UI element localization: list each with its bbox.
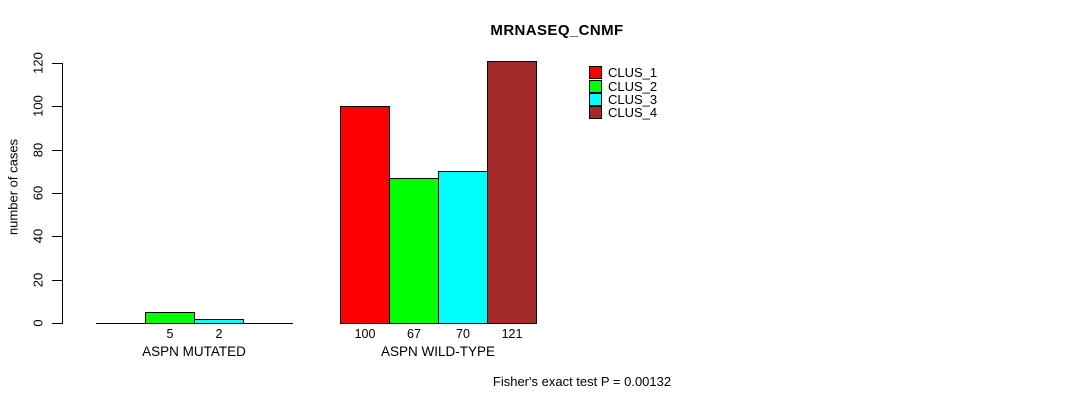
y-tick [52, 106, 62, 107]
legend-label: CLUS_4 [608, 105, 658, 121]
legend-swatch-clus_4 [589, 106, 602, 120]
y-tick-label: 80 [30, 142, 46, 158]
legend-label: CLUS_2 [608, 78, 658, 94]
y-tick-label: 120 [30, 52, 46, 74]
y-tick [52, 150, 62, 151]
bar-clus_3 [438, 171, 488, 324]
chart-legend: CLUS_1 CLUS_2 CLUS_3 CLUS_4 [589, 66, 657, 120]
chart-title: MRNASEQ_CNMF [490, 22, 624, 39]
bar-value-label: 5 [166, 327, 174, 341]
y-tick [52, 236, 62, 237]
legend-row: CLUS_4 [589, 105, 658, 121]
bar-clus_4 [487, 61, 537, 324]
legend-swatch-clus_1 [589, 66, 602, 80]
bar-clus_1 [340, 106, 390, 324]
fisher-test-annotation: Fisher's exact test P = 0.00132 [492, 374, 672, 389]
bar-value-label: 67 [407, 327, 421, 341]
y-tick [52, 63, 62, 64]
legend-swatch-clus_2 [589, 79, 602, 93]
group-label: ASPN MUTATED [142, 344, 246, 359]
legend-label: CLUS_1 [608, 65, 658, 81]
y-tick-label: 0 [30, 319, 46, 327]
bar-value-label: 121 [501, 327, 523, 341]
bar-clus_3 [194, 319, 244, 324]
bar-value-label: 70 [456, 327, 470, 341]
legend-row: CLUS_1 [589, 65, 658, 81]
y-tick [52, 280, 62, 281]
bar-clus_2 [145, 312, 195, 324]
y-tick [52, 323, 62, 324]
y-tick-label: 40 [30, 228, 46, 244]
legend-row: CLUS_2 [589, 78, 658, 94]
y-axis [62, 63, 63, 324]
group-label: ASPN WILD-TYPE [380, 344, 496, 359]
legend-label: CLUS_3 [608, 91, 658, 107]
y-tick-label: 60 [30, 185, 46, 201]
y-tick [52, 193, 62, 194]
legend-swatch-clus_3 [589, 92, 602, 106]
bar-value-label: 2 [215, 327, 223, 341]
bar-clus_2 [389, 178, 439, 324]
y-tick-label: 100 [30, 95, 46, 117]
bar-value-label: 100 [354, 327, 376, 341]
y-tick-label: 20 [30, 272, 46, 288]
legend-row: CLUS_3 [589, 91, 658, 107]
